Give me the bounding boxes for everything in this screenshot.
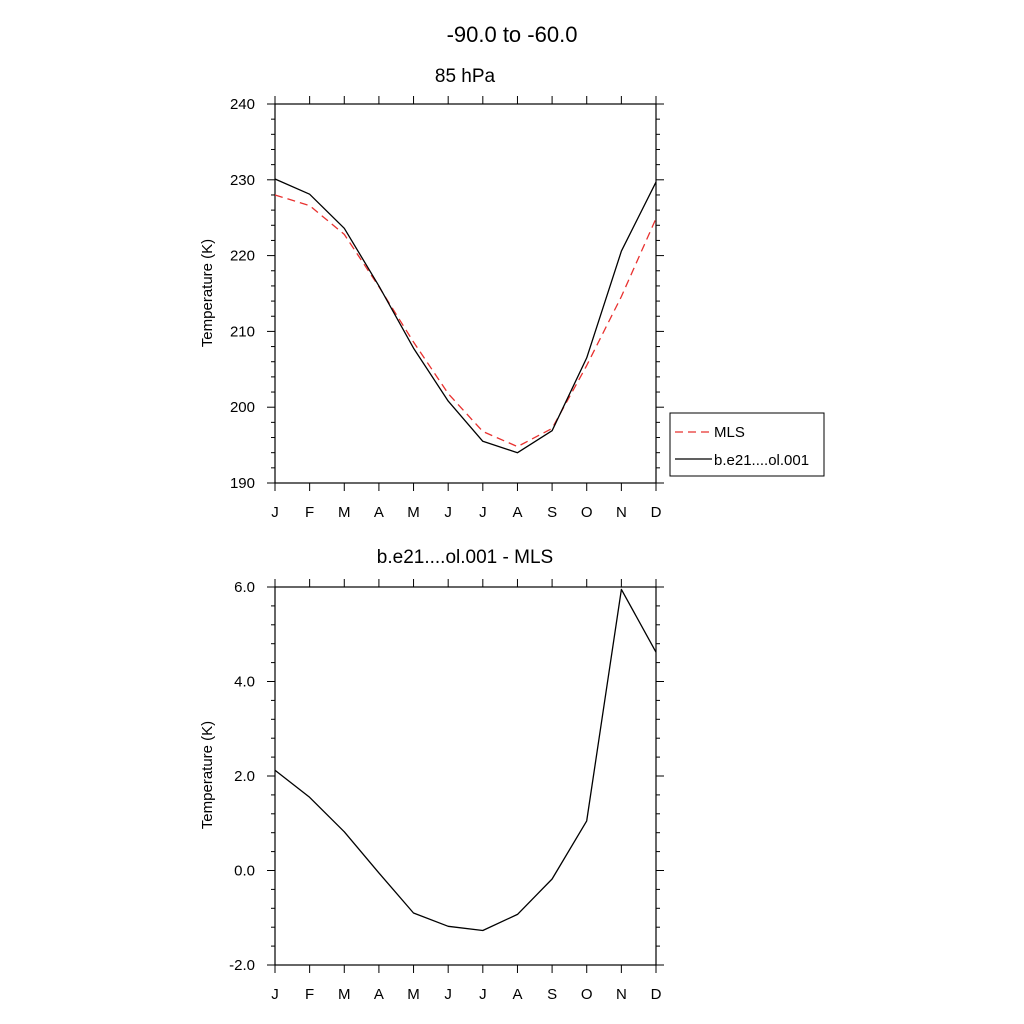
x-tick-label: N xyxy=(616,986,627,1003)
x-tick-label: D xyxy=(651,986,662,1003)
y-tick-label: 2.0 xyxy=(234,768,255,785)
x-tick-label: O xyxy=(581,986,593,1003)
chart-difference: b.e21....ol.001 - MLS Temperature (K) J F… xyxy=(199,547,664,1003)
x-tick-label: J xyxy=(271,986,279,1003)
x-tick-label: S xyxy=(547,504,557,521)
x-tick-label: F xyxy=(305,986,314,1003)
y-axis-label: Temperature (K) xyxy=(199,721,216,829)
x-tick-label: A xyxy=(512,504,522,521)
x-tick-label: J xyxy=(444,504,452,521)
x-tick-label: O xyxy=(581,504,593,521)
x-tick-label: M xyxy=(338,986,351,1003)
series-line-mls xyxy=(274,194,657,448)
x-tick-label: S xyxy=(547,986,557,1003)
y-tick-label: 4.0 xyxy=(234,674,255,691)
y-axis-label: Temperature (K) xyxy=(199,239,216,347)
plot-frame xyxy=(274,103,657,484)
x-tick-label: A xyxy=(374,504,384,521)
x-tick-label: A xyxy=(374,986,384,1003)
x-tick-label: M xyxy=(407,986,420,1003)
series-line-difference xyxy=(274,588,657,932)
legend-label-model: b.e21....ol.001 xyxy=(714,452,809,469)
x-tick-label: J xyxy=(271,504,279,521)
x-tick-label: J xyxy=(479,986,487,1003)
chart-title: b.e21....ol.001 - MLS xyxy=(377,547,553,568)
x-tick-label: M xyxy=(338,504,351,521)
series-line-b-e21-ol-001 xyxy=(274,178,657,454)
x-tick-label: J xyxy=(444,986,452,1003)
y-tick-label: 220 xyxy=(230,248,255,265)
y-tick-label: 210 xyxy=(230,323,255,340)
y-tick-label: 6.0 xyxy=(234,579,255,596)
y-tick-label: 200 xyxy=(230,399,255,416)
plot-frame xyxy=(274,586,657,966)
legend: MLS b.e21....ol.001 xyxy=(669,412,825,477)
y-tick-label: 0.0 xyxy=(234,863,255,880)
chart-title: 85 hPa xyxy=(435,66,496,87)
legend-label-mls: MLS xyxy=(714,424,745,441)
figure-title: -90.0 to -60.0 xyxy=(447,22,578,47)
y-tick-label: 190 xyxy=(230,475,255,492)
y-tick-label: -2.0 xyxy=(229,957,255,974)
y-tick-label: 240 xyxy=(230,96,255,113)
legend-box xyxy=(669,412,825,477)
x-tick-label: A xyxy=(512,986,522,1003)
x-tick-label: F xyxy=(305,504,314,521)
y-tick-label: 230 xyxy=(230,172,255,189)
chart-temperature-85hpa: 85 hPa Temperature (K) J F M A M J J A S O N D 190 20… xyxy=(199,66,664,521)
x-tick-label: J xyxy=(479,504,487,521)
x-tick-label: N xyxy=(616,504,627,521)
x-tick-label: D xyxy=(651,504,662,521)
x-tick-label: M xyxy=(407,504,420,521)
